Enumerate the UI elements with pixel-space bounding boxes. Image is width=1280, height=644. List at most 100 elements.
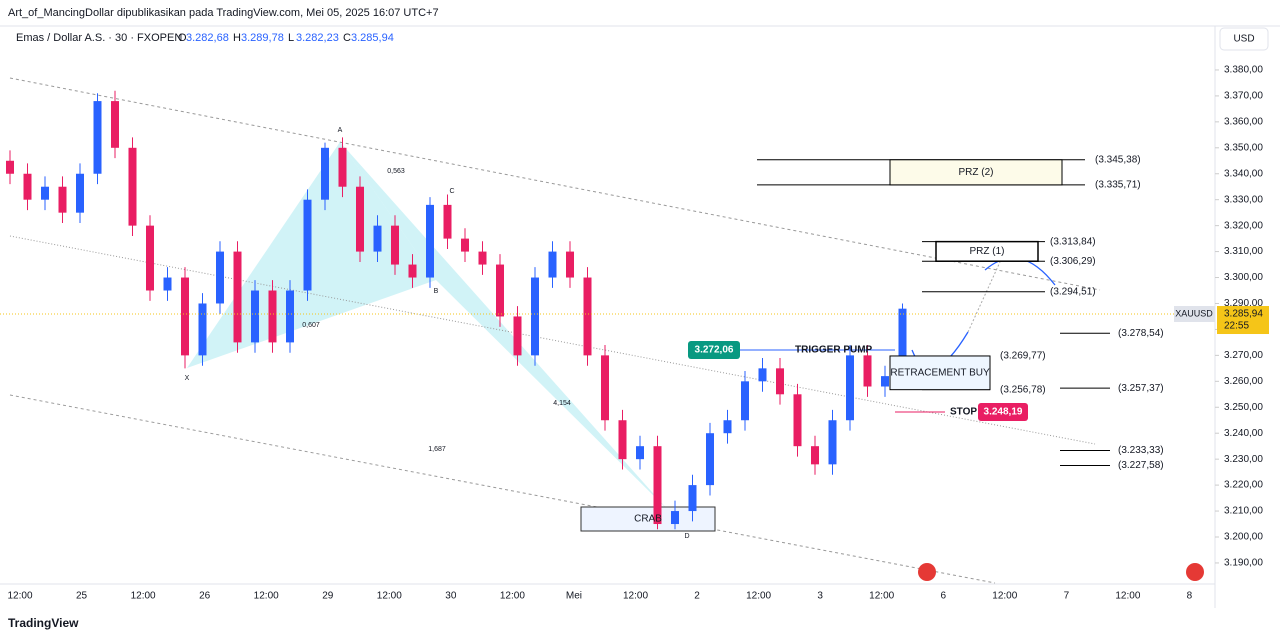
y-tick-label: 3.250,00 bbox=[1224, 402, 1263, 413]
zone-box bbox=[889, 159, 1063, 186]
candle-body bbox=[58, 186, 67, 213]
candle-body bbox=[583, 277, 592, 356]
pattern-ratio: 1,687 bbox=[428, 446, 446, 453]
candle-body bbox=[408, 264, 417, 278]
candle-body bbox=[548, 251, 557, 278]
x-tick-label: 12:00 bbox=[377, 591, 402, 602]
zone-label: PRZ (2) bbox=[959, 167, 994, 178]
candle-body bbox=[706, 433, 714, 486]
x-tick-label: 3 bbox=[817, 591, 823, 602]
ohlc-prefix: L bbox=[288, 32, 294, 44]
x-tick-label: 29 bbox=[322, 591, 334, 602]
x-tick-label: 2 bbox=[694, 591, 700, 602]
candle-body bbox=[828, 420, 837, 465]
y-tick-label: 3.380,00 bbox=[1224, 65, 1263, 76]
y-tick-label: 3.290,00 bbox=[1224, 298, 1263, 309]
x-tick-label: 25 bbox=[76, 591, 88, 602]
candle-body bbox=[391, 225, 399, 265]
candle-body bbox=[776, 368, 784, 395]
y-tick-label: 3.320,00 bbox=[1224, 220, 1263, 231]
event-flag[interactable] bbox=[1186, 563, 1204, 581]
candle-body bbox=[321, 147, 329, 200]
currency-button[interactable] bbox=[1219, 27, 1269, 51]
candle-body bbox=[671, 511, 679, 525]
candle-body bbox=[566, 251, 574, 278]
x-tick-label: 30 bbox=[445, 591, 457, 602]
candle-body bbox=[41, 186, 49, 200]
level-label: (3.257,37) bbox=[1118, 383, 1164, 394]
pattern-abd bbox=[340, 142, 668, 510]
zone-box bbox=[935, 240, 1039, 262]
footer-logo: TradingView bbox=[8, 616, 79, 630]
currency[interactable]: USD bbox=[1233, 34, 1254, 45]
y-tick-label: 3.200,00 bbox=[1224, 532, 1263, 543]
candle-body bbox=[216, 251, 224, 304]
level-label: (3.278,54) bbox=[1118, 328, 1164, 339]
x-tick-label: 12:00 bbox=[131, 591, 156, 602]
y-tick-label: 3.190,00 bbox=[1224, 558, 1263, 569]
x-tick-label: 12:00 bbox=[500, 591, 525, 602]
zone-label: PRZ (1) bbox=[970, 246, 1005, 257]
x-tick-label: Mei bbox=[566, 591, 582, 602]
y-tick-label: 3.330,00 bbox=[1224, 194, 1263, 205]
trigger-tag-text: 3.272,06 bbox=[695, 345, 734, 356]
pattern-point: B bbox=[434, 288, 439, 295]
y-tick-label: 3.300,00 bbox=[1224, 272, 1263, 283]
candle-body bbox=[601, 355, 609, 421]
y-tick-label: 3.340,00 bbox=[1224, 168, 1263, 179]
candle-body bbox=[758, 368, 767, 382]
x-tick-label: 12:00 bbox=[1115, 591, 1140, 602]
x-tick-label: 7 bbox=[1064, 591, 1070, 602]
stop-tag-text: 3.248,19 bbox=[984, 407, 1023, 418]
candle-body bbox=[811, 446, 819, 465]
y-tick-label: 3.260,00 bbox=[1224, 376, 1263, 387]
event-flag[interactable] bbox=[918, 563, 936, 581]
candle-body bbox=[23, 173, 32, 200]
candle-body bbox=[846, 355, 854, 421]
y-tick-label: 3.230,00 bbox=[1224, 454, 1263, 465]
symbol-tag-text: XAUUSD bbox=[1175, 308, 1213, 318]
pattern-point: X bbox=[185, 375, 190, 382]
price-tag bbox=[1217, 306, 1269, 335]
candle-body bbox=[863, 355, 872, 387]
candle-body bbox=[76, 173, 84, 213]
channel-bottom bbox=[9, 394, 996, 584]
x-tick-label: 6 bbox=[940, 591, 946, 602]
level-label: (3.256,78) bbox=[1000, 384, 1046, 395]
candle-body bbox=[181, 277, 189, 356]
ohlc-value: 3.285,94 bbox=[351, 32, 394, 44]
pattern-ratio: 4,154 bbox=[553, 400, 571, 407]
trigger-text: TRIGGER PUMP bbox=[795, 345, 873, 356]
level-label: (3.345,38) bbox=[1095, 154, 1141, 165]
level-label: (3.294,51) bbox=[1050, 286, 1096, 297]
zone-label: CRAB bbox=[634, 514, 662, 525]
candle-body bbox=[461, 238, 469, 252]
candle-body bbox=[898, 308, 907, 377]
candle-body bbox=[251, 290, 259, 343]
zone-box bbox=[889, 355, 991, 391]
y-tick-label: 3.220,00 bbox=[1224, 480, 1263, 491]
price-tag-text: 3.285,94 bbox=[1224, 309, 1263, 320]
x-tick-label: 12:00 bbox=[869, 591, 894, 602]
ohlc-prefix: H bbox=[233, 32, 241, 44]
candle-body bbox=[93, 101, 102, 174]
x-tick-label: 12:00 bbox=[623, 591, 648, 602]
candle-body bbox=[303, 199, 312, 291]
candle-body bbox=[688, 485, 697, 512]
x-tick-label: 26 bbox=[199, 591, 211, 602]
x-tick-label: 12:00 bbox=[254, 591, 279, 602]
level-label: (3.227,58) bbox=[1118, 460, 1164, 471]
pattern-point: C bbox=[449, 188, 454, 195]
candle-body bbox=[881, 376, 889, 387]
candle-body bbox=[531, 277, 539, 356]
level-label: (3.306,29) bbox=[1050, 256, 1096, 267]
candle-body bbox=[618, 420, 627, 460]
channel-top bbox=[9, 77, 1101, 291]
level-label: (3.269,77) bbox=[1000, 351, 1046, 362]
candle-body bbox=[146, 225, 154, 291]
x-tick-label: 8 bbox=[1187, 591, 1193, 602]
ohlc-prefix: O bbox=[178, 32, 187, 44]
candle-body bbox=[741, 381, 749, 421]
